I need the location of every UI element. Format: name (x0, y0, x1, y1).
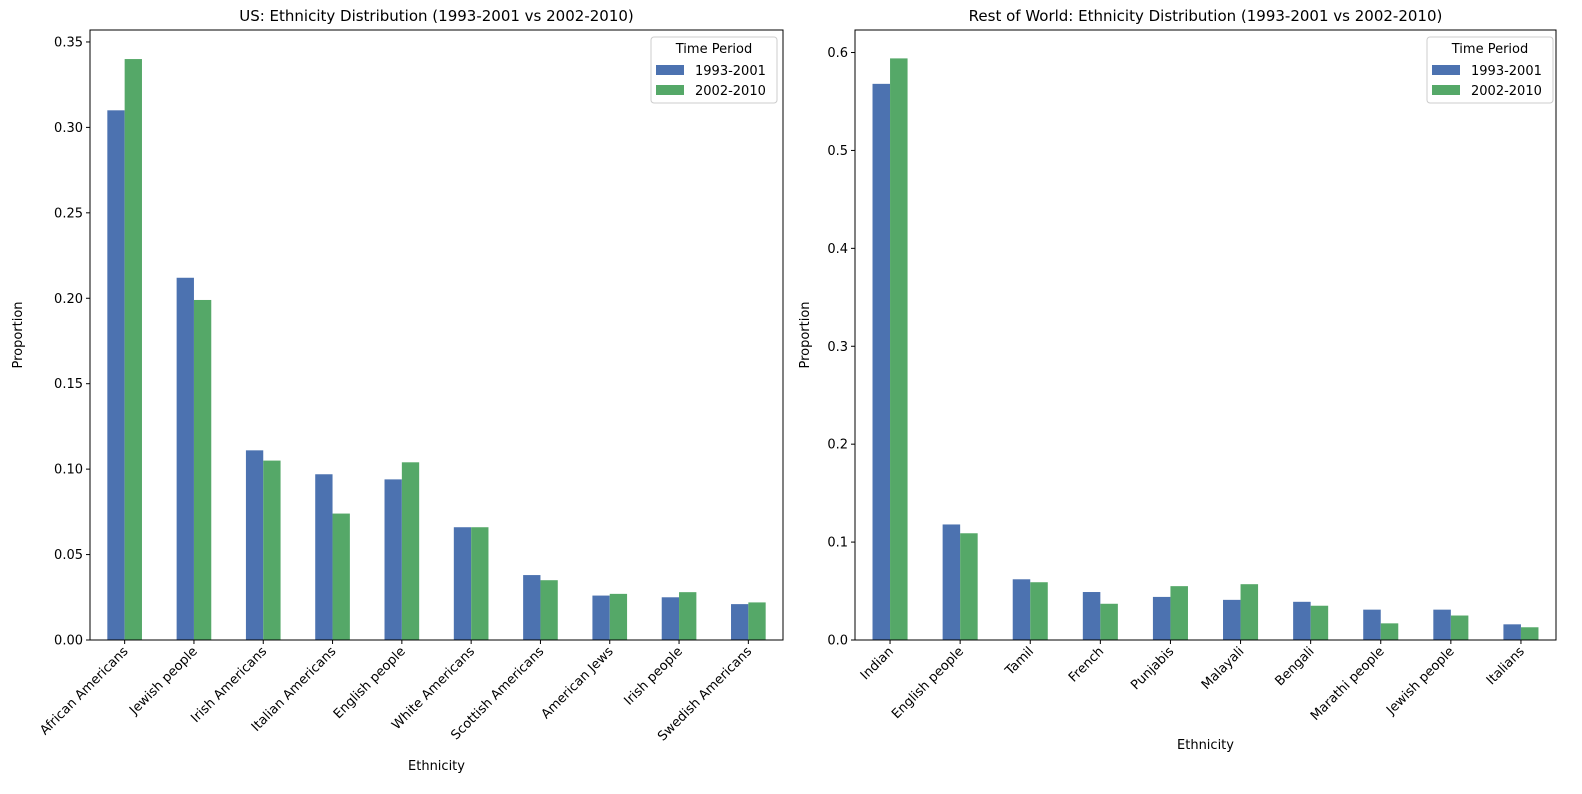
bar-1993-2001-6 (523, 575, 541, 640)
y-tick-label: 0.0 (827, 634, 848, 649)
bar-2002-2010-9 (1520, 627, 1539, 640)
bar-2002-2010-9 (748, 602, 766, 640)
bar-2002-2010-4 (1170, 586, 1188, 640)
legend-swatch-1993-2001 (656, 65, 684, 75)
plot-frame (854, 29, 1557, 641)
y-tick-label: 0.2 (827, 438, 848, 453)
chart-us: US: Ethnicity Distribution (1993-2001 vs… (11, 7, 784, 774)
legend-label-2002-2010: 2002-2010 (1471, 84, 1542, 99)
chart-rest-of-world: Rest of World: Ethnicity Distribution (1… (798, 7, 1557, 753)
bar-1993-2001-2 (1012, 579, 1031, 640)
legend-swatch-2002-2010 (656, 85, 684, 95)
legend-title: Time Period (675, 42, 752, 57)
bar-1993-2001-8 (661, 597, 680, 640)
plot-frame (89, 29, 784, 641)
bar-2002-2010-4 (401, 462, 420, 640)
bar-1993-2001-0 (872, 83, 891, 641)
bar-2002-2010-0 (124, 59, 142, 641)
bar-2002-2010-3 (1100, 603, 1118, 640)
bar-1993-2001-5 (1223, 599, 1241, 640)
chart-title: Rest of World: Ethnicity Distribution (1… (969, 7, 1443, 25)
y-tick-label: 0.25 (54, 206, 83, 221)
bar-1993-2001-6 (1293, 601, 1311, 640)
legend-swatch-2002-2010 (1432, 85, 1460, 95)
bar-1993-2001-8 (1433, 609, 1451, 640)
y-tick-label: 0.05 (54, 548, 83, 563)
y-tick-label: 0.1 (827, 536, 848, 551)
x-tick-label: Jewish people (126, 644, 200, 718)
bar-2002-2010-8 (1450, 615, 1469, 640)
legend-label-2002-2010: 2002-2010 (695, 84, 766, 99)
bar-2002-2010-8 (679, 592, 697, 640)
legend-label-1993-2001: 1993-2001 (695, 64, 766, 79)
bar-1993-2001-1 (176, 277, 194, 640)
legend-label-1993-2001: 1993-2001 (1471, 64, 1542, 79)
legend-title: Time Period (1451, 42, 1528, 57)
bar-1993-2001-3 (315, 474, 333, 640)
bar-1993-2001-2 (245, 450, 264, 640)
bar-2002-2010-1 (193, 299, 212, 640)
x-tick-label: Indian (858, 644, 897, 683)
y-tick-label: 0.6 (827, 46, 848, 61)
y-tick-label: 0.30 (54, 121, 83, 136)
bar-1993-2001-9 (1503, 624, 1521, 640)
y-axis-label: Proportion (11, 301, 26, 368)
x-tick-label: French (1066, 644, 1107, 685)
bar-2002-2010-6 (1310, 605, 1329, 640)
y-tick-label: 0.20 (54, 292, 83, 307)
bar-2002-2010-2 (263, 460, 281, 640)
y-tick-label: 0.35 (54, 35, 83, 50)
legend: Time Period 1993-2001 2002-2010 (1426, 36, 1554, 104)
bar-2002-2010-7 (1380, 623, 1399, 640)
x-tick-label: Tamil (1002, 644, 1037, 679)
y-tick-label: 0.3 (827, 340, 848, 355)
bar-2002-2010-0 (890, 58, 908, 640)
x-tick-label: American Jews (539, 644, 617, 722)
bar-1993-2001-1 (942, 524, 961, 640)
bar-2002-2010-5 (471, 527, 489, 640)
y-tick-label: 0.4 (827, 242, 848, 257)
y-axis-label: Proportion (798, 301, 813, 368)
x-tick-label: English people (331, 644, 409, 722)
bar-2002-2010-7 (609, 593, 628, 640)
legend-swatch-1993-2001 (1432, 65, 1460, 75)
x-tick-label: Punjabis (1128, 644, 1177, 693)
y-tick-label: 0.10 (54, 463, 83, 478)
chart-title: US: Ethnicity Distribution (1993-2001 vs… (239, 7, 634, 25)
x-axis-label: Ethnicity (408, 759, 465, 774)
bar-2002-2010-1 (960, 533, 978, 640)
legend: Time Period 1993-2001 2002-2010 (650, 36, 778, 104)
x-tick-label: Irish people (622, 644, 686, 708)
bar-1993-2001-9 (731, 604, 749, 640)
bar-2002-2010-3 (332, 513, 350, 640)
x-tick-label: Bengali (1272, 644, 1317, 689)
bar-1993-2001-7 (1363, 609, 1381, 640)
x-tick-label: English people (889, 644, 967, 722)
bar-1993-2001-4 (1152, 596, 1171, 640)
y-tick-label: 0.00 (54, 634, 83, 649)
bar-1993-2001-7 (592, 595, 610, 640)
x-tick-label: Italians (1484, 644, 1528, 688)
x-tick-label: Marathi people (1308, 644, 1388, 724)
y-tick-label: 0.5 (827, 144, 848, 159)
x-tick-label: Jewish people (1383, 644, 1457, 718)
bar-2002-2010-2 (1030, 582, 1048, 640)
x-tick-label: African Americans (37, 644, 131, 738)
y-tick-label: 0.15 (54, 377, 83, 392)
bar-1993-2001-5 (453, 527, 472, 640)
bar-1993-2001-3 (1082, 592, 1101, 640)
bar-1993-2001-0 (107, 110, 125, 640)
bar-2002-2010-6 (540, 580, 558, 640)
bar-2002-2010-5 (1240, 584, 1259, 640)
x-axis-label: Ethnicity (1177, 738, 1234, 753)
x-tick-label: Malayali (1199, 644, 1248, 693)
bar-1993-2001-4 (384, 479, 402, 640)
